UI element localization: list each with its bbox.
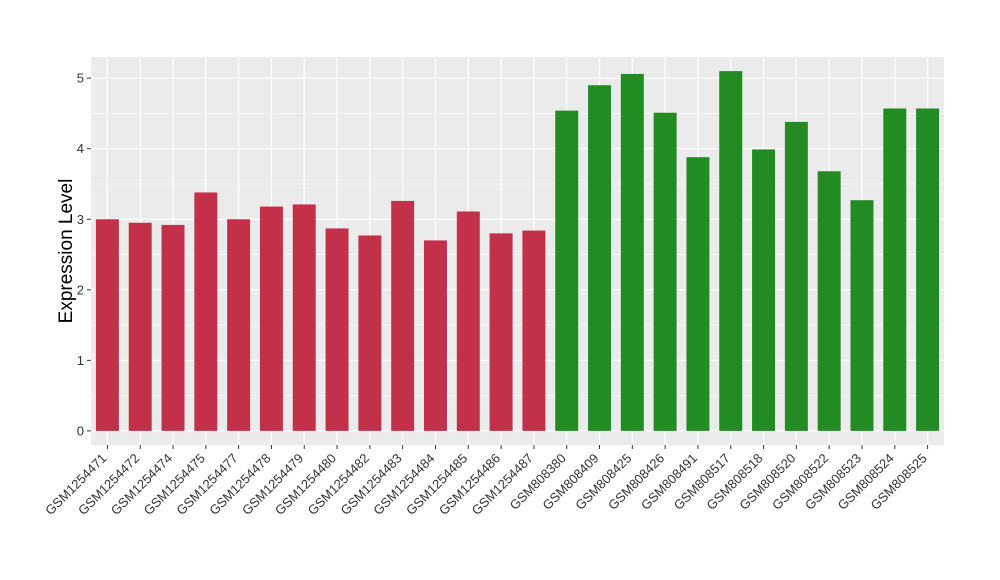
y-tick-label: 5 [77,71,84,86]
plot-panel [91,57,944,445]
bar-GSM808380 [555,110,579,431]
bar-GSM1254471 [95,219,119,431]
bar-GSM808426 [653,112,677,431]
bar-GSM808491 [686,157,710,431]
bar-GSM1254482 [358,235,382,431]
bar-GSM808425 [620,73,644,431]
bar-GSM808525 [916,108,940,431]
bar-GSM1254477 [227,219,251,431]
bar-GSM1254487 [522,230,546,431]
bar-GSM1254472 [128,222,152,431]
bar-GSM1254480 [325,228,349,431]
bar-GSM1254478 [259,206,283,431]
bar-GSM1254485 [456,211,480,431]
bars [95,71,940,431]
bar-GSM808517 [719,71,743,431]
y-tick-label: 0 [77,423,84,438]
y-tick-label: 3 [77,212,84,227]
y-axis-title: Expression Level [56,179,77,324]
bar-GSM1254484 [423,240,447,431]
bar-GSM1254475 [194,192,218,431]
bar-GSM1254479 [292,204,316,431]
bar-GSM1254474 [161,224,185,431]
y-tick-label: 2 [77,282,84,297]
y-tick-label: 4 [77,141,84,156]
bar-GSM808522 [817,171,841,431]
bar-GSM808409 [588,85,612,431]
bar-GSM808520 [784,121,808,431]
bar-GSM1254486 [489,233,513,431]
bar-GSM1254483 [391,200,415,431]
bar-GSM808523 [850,200,874,431]
bar-GSM808518 [752,149,776,431]
bar-GSM808524 [883,108,907,431]
y-tick-label: 1 [77,353,84,368]
